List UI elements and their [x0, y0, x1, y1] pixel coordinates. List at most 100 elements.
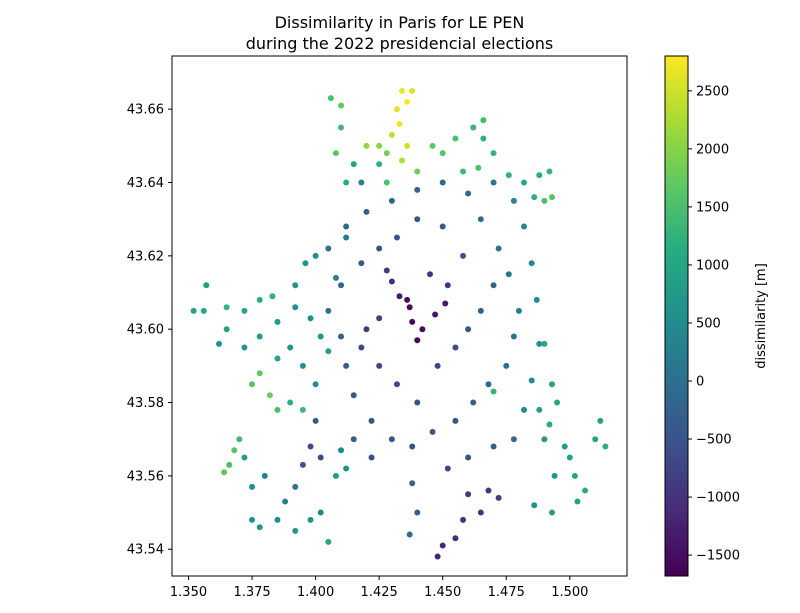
data-point: [536, 406, 543, 413]
data-point: [465, 454, 472, 461]
data-point: [429, 142, 436, 149]
data-point: [274, 318, 281, 325]
data-point: [343, 234, 350, 241]
data-point: [388, 436, 395, 443]
data-point: [292, 282, 299, 289]
data-point: [592, 436, 599, 443]
data-point: [388, 197, 395, 204]
colorbar-label: dissimilarity [m]: [754, 263, 769, 369]
data-point: [292, 527, 299, 534]
data-point: [485, 381, 492, 388]
chart-title-line-1: Dissimilarity in Paris for LE PEN: [275, 13, 525, 32]
data-point: [376, 315, 383, 322]
data-point: [368, 417, 375, 424]
data-point: [203, 282, 210, 289]
data-point: [439, 542, 446, 549]
plot-background: [172, 56, 627, 576]
data-point: [376, 362, 383, 369]
data-point: [388, 131, 395, 138]
data-point: [325, 538, 332, 545]
data-point: [200, 307, 207, 314]
data-point: [566, 454, 573, 461]
data-point: [409, 480, 416, 487]
data-point: [452, 135, 459, 142]
data-point: [414, 399, 421, 406]
y-tick-label: 43.58: [127, 396, 164, 411]
plot-border: [171, 55, 628, 577]
x-tick-label: 1.375: [233, 585, 270, 600]
data-point: [343, 223, 350, 230]
y-tick-label: 43.54: [127, 543, 164, 558]
data-point: [223, 304, 230, 311]
colorbar-border: [664, 55, 689, 577]
data-point: [444, 465, 451, 472]
plot-area: [171, 55, 628, 577]
data-point: [383, 150, 390, 157]
data-point: [477, 307, 484, 314]
x-tick-label: 1.425: [361, 585, 398, 600]
data-point: [343, 179, 350, 186]
data-point: [393, 381, 400, 388]
data-point: [269, 293, 276, 300]
scatter-points: [190, 87, 609, 560]
data-point: [546, 421, 553, 428]
data-point: [302, 260, 309, 267]
data-point: [414, 216, 421, 223]
data-point: [376, 142, 383, 149]
data-point: [404, 142, 411, 149]
data-point: [299, 461, 306, 468]
data-point: [510, 197, 517, 204]
colorbar-tick-label: 1500: [696, 200, 729, 215]
data-point: [287, 344, 294, 351]
data-point: [551, 472, 558, 479]
data-point: [434, 553, 441, 560]
data-point: [465, 326, 472, 333]
data-point: [274, 355, 281, 362]
colorbar-tick-label: −1000: [696, 491, 740, 506]
data-point: [241, 454, 248, 461]
data-point: [350, 161, 357, 168]
data-point: [363, 142, 370, 149]
x-tick-label: 1.350: [170, 585, 207, 600]
data-point: [465, 491, 472, 498]
data-point: [602, 443, 609, 450]
data-point: [216, 340, 223, 347]
data-point: [444, 282, 451, 289]
data-point: [399, 157, 406, 164]
data-point: [350, 436, 357, 443]
data-point: [383, 267, 390, 274]
data-point: [388, 278, 395, 285]
data-point: [439, 179, 446, 186]
data-point: [442, 300, 449, 307]
data-point: [510, 436, 517, 443]
data-point: [452, 344, 459, 351]
data-point: [541, 197, 548, 204]
data-point: [292, 304, 299, 311]
y-tick-label: 43.62: [127, 249, 164, 264]
data-point: [223, 326, 230, 333]
data-point: [521, 179, 528, 186]
data-point: [343, 362, 350, 369]
data-point: [241, 344, 248, 351]
data-point: [460, 252, 467, 259]
data-point: [266, 392, 273, 399]
data-point: [460, 516, 467, 523]
data-point: [274, 516, 281, 523]
data-point: [325, 307, 332, 314]
data-point: [439, 223, 446, 230]
data-point: [549, 381, 556, 388]
data-point: [226, 461, 233, 468]
data-point: [274, 406, 281, 413]
data-point: [312, 417, 319, 424]
data-point: [406, 531, 413, 538]
data-point: [236, 436, 243, 443]
data-point: [249, 381, 256, 388]
data-point: [338, 102, 345, 109]
data-point: [571, 472, 578, 479]
colorbar-tick-label: 2500: [696, 84, 729, 99]
data-point: [582, 487, 589, 494]
data-point: [282, 498, 289, 505]
data-point: [256, 524, 263, 531]
x-tick-label: 1.400: [297, 585, 334, 600]
colorbar-ticks: −1500 −1000 −500 0 500 1000 1500 2000 2500: [688, 84, 740, 564]
